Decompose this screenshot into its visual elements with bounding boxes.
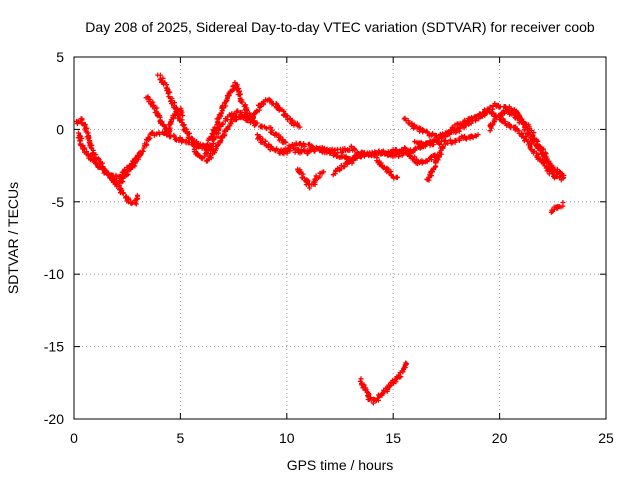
- series-track-o: [404, 149, 439, 167]
- data-point-markers: [412, 109, 567, 183]
- data-point-markers: [404, 149, 439, 167]
- data-point-markers: [278, 132, 481, 162]
- y-axis-label: SDTVAR / TECUs: [5, 182, 21, 294]
- x-tick-label: 0: [70, 430, 78, 446]
- x-tick-label: 5: [177, 430, 185, 446]
- data-point-markers: [191, 108, 289, 162]
- data-point-markers: [75, 130, 143, 181]
- series-track-l: [374, 155, 400, 181]
- series-track-r: [548, 200, 566, 215]
- data-point-markers: [357, 360, 410, 406]
- data-point-markers: [295, 166, 327, 191]
- axis-ticks: 0 5 10 15 20 25 5 0 -5 -10 -15 -20: [44, 49, 614, 446]
- series-track-k: [330, 150, 370, 178]
- data-point-markers: [548, 200, 566, 215]
- data-point-markers: [487, 108, 567, 178]
- x-axis-label: GPS time / hours: [287, 457, 394, 473]
- data-point-markers: [424, 143, 446, 183]
- plot-frame: [73, 56, 607, 420]
- y-tick-label: -10: [44, 266, 64, 282]
- data-point-markers: [203, 96, 303, 164]
- data-point-markers: [374, 155, 400, 181]
- series-track-n: [412, 109, 567, 183]
- series-track-g: [203, 96, 303, 164]
- series-track-s: [357, 360, 410, 406]
- series-track-q: [487, 108, 567, 178]
- y-tick-label: -15: [44, 339, 64, 355]
- series-track-c: [109, 129, 215, 188]
- series-track-b: [75, 130, 143, 181]
- x-tick-label: 10: [279, 430, 295, 446]
- series-track-i: [278, 132, 481, 162]
- series-track-f: [191, 108, 289, 162]
- y-tick-label: 0: [56, 121, 64, 137]
- y-tick-label: -20: [44, 411, 64, 427]
- x-tick-label: 25: [598, 430, 614, 446]
- data-point-markers: [330, 150, 370, 178]
- chart-title: Day 208 of 2025, Sidereal Day-to-day VTE…: [85, 19, 595, 35]
- y-tick-label: 5: [56, 49, 64, 65]
- series-track-p: [424, 143, 446, 183]
- x-tick-label: 15: [385, 430, 401, 446]
- y-tick-label: -5: [52, 194, 65, 210]
- data-points: [74, 72, 567, 406]
- series-track-j: [295, 166, 327, 191]
- x-tick-label: 20: [492, 430, 508, 446]
- data-point-markers: [109, 129, 215, 188]
